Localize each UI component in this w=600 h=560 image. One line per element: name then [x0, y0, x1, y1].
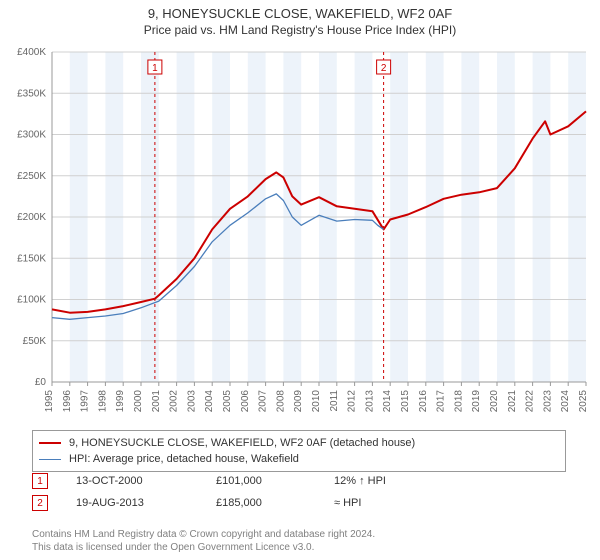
svg-text:£100K: £100K [17, 295, 46, 306]
svg-text:£400K: £400K [17, 47, 46, 58]
svg-text:2004: 2004 [204, 390, 215, 413]
svg-text:2023: 2023 [542, 390, 553, 413]
svg-text:2008: 2008 [275, 390, 286, 413]
sale-date: 19-AUG-2013 [76, 497, 188, 509]
page-title: 9, HONEYSUCKLE CLOSE, WAKEFIELD, WF2 0AF [0, 6, 600, 21]
svg-text:2025: 2025 [578, 390, 589, 413]
footer-line: Contains HM Land Registry data © Crown c… [32, 528, 566, 541]
svg-text:1: 1 [152, 63, 158, 74]
legend-item: 9, HONEYSUCKLE CLOSE, WAKEFIELD, WF2 0AF… [39, 435, 559, 451]
marker-badge: 2 [32, 495, 48, 511]
svg-text:2007: 2007 [258, 390, 269, 413]
svg-text:2006: 2006 [240, 390, 251, 413]
table-row: 1 13-OCT-2000 £101,000 12% ↑ HPI [32, 470, 566, 492]
svg-text:2003: 2003 [186, 390, 197, 413]
svg-text:2018: 2018 [453, 390, 464, 413]
svg-text:2017: 2017 [436, 390, 447, 413]
svg-text:1998: 1998 [97, 390, 108, 413]
svg-text:2001: 2001 [151, 390, 162, 413]
svg-text:2010: 2010 [311, 390, 322, 413]
sale-price: £185,000 [216, 497, 306, 509]
svg-text:2019: 2019 [471, 390, 482, 413]
svg-text:£250K: £250K [17, 171, 46, 182]
svg-text:1995: 1995 [44, 390, 55, 413]
page-subtitle: Price paid vs. HM Land Registry's House … [0, 23, 600, 37]
svg-text:1997: 1997 [80, 390, 91, 413]
svg-text:£350K: £350K [17, 88, 46, 99]
svg-text:1996: 1996 [62, 390, 73, 413]
svg-text:2020: 2020 [489, 390, 500, 413]
footer-attribution: Contains HM Land Registry data © Crown c… [32, 528, 566, 554]
svg-text:£150K: £150K [17, 253, 46, 264]
legend-swatch [39, 459, 61, 460]
marker-badge: 1 [32, 473, 48, 489]
svg-text:£50K: £50K [23, 336, 47, 347]
svg-text:2005: 2005 [222, 390, 233, 413]
sale-hpi: ≈ HPI [334, 497, 444, 509]
legend-item: HPI: Average price, detached house, Wake… [39, 451, 559, 467]
legend: 9, HONEYSUCKLE CLOSE, WAKEFIELD, WF2 0AF… [32, 430, 566, 472]
svg-text:2024: 2024 [560, 390, 571, 413]
svg-text:1999: 1999 [115, 390, 126, 413]
price-chart: £0 £50K £100K £150K £200K £250K £300K £350K £400… [0, 42, 600, 422]
svg-text:£300K: £300K [17, 130, 46, 141]
svg-text:2013: 2013 [364, 390, 375, 413]
svg-text:2012: 2012 [347, 390, 358, 413]
svg-text:2015: 2015 [400, 390, 411, 413]
legend-swatch [39, 442, 61, 444]
sale-date: 13-OCT-2000 [76, 475, 188, 487]
legend-label: HPI: Average price, detached house, Wake… [69, 451, 299, 467]
svg-text:2016: 2016 [418, 390, 429, 413]
sale-price: £101,000 [216, 475, 306, 487]
table-row: 2 19-AUG-2013 £185,000 ≈ HPI [32, 492, 566, 514]
footer-line: This data is licensed under the Open Gov… [32, 541, 566, 554]
svg-text:£200K: £200K [17, 212, 46, 223]
svg-text:2: 2 [381, 63, 387, 74]
svg-text:£0: £0 [35, 377, 47, 388]
svg-text:2000: 2000 [133, 390, 144, 413]
svg-text:2014: 2014 [382, 390, 393, 413]
svg-text:2002: 2002 [169, 390, 180, 413]
legend-label: 9, HONEYSUCKLE CLOSE, WAKEFIELD, WF2 0AF… [69, 435, 415, 451]
svg-text:2009: 2009 [293, 390, 304, 413]
svg-text:2011: 2011 [329, 390, 340, 412]
svg-text:2022: 2022 [525, 390, 536, 413]
sale-hpi: 12% ↑ HPI [334, 475, 444, 487]
sales-table: 1 13-OCT-2000 £101,000 12% ↑ HPI 2 19-AU… [32, 470, 566, 514]
svg-text:2021: 2021 [507, 390, 518, 413]
